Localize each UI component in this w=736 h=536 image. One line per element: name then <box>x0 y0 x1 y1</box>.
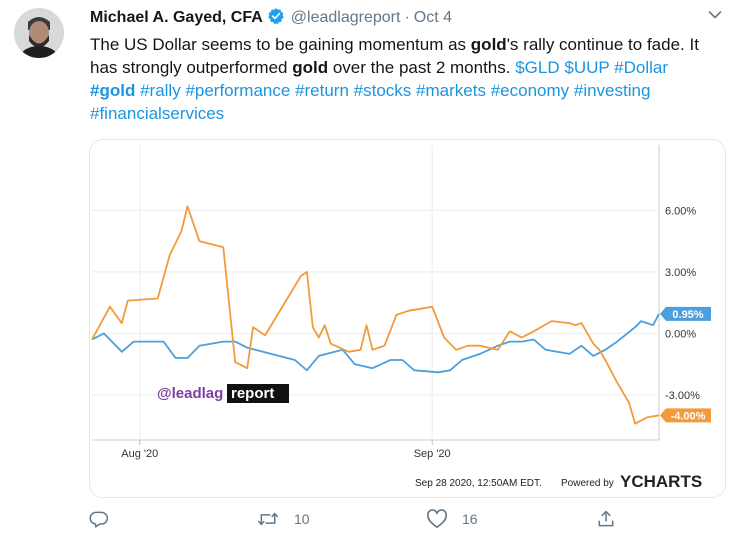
heart-icon <box>426 509 448 528</box>
series-line-0 <box>91 313 660 374</box>
like-button[interactable]: 16 <box>426 507 478 531</box>
avatar[interactable] <box>14 8 64 58</box>
series-end-label-1: -4.00% <box>671 410 706 422</box>
like-count: 16 <box>462 511 478 527</box>
retweet-count: 10 <box>294 511 310 527</box>
chevron-down-icon[interactable] <box>708 10 722 20</box>
y-tick-label: -3.00% <box>665 390 700 402</box>
hashtag-link[interactable]: #financialservices <box>90 104 225 123</box>
x-tick-label: Sep '20 <box>414 448 451 460</box>
series-line-1 <box>91 205 660 425</box>
series-end-tag-1 <box>660 408 711 423</box>
hashtag-link[interactable]: #stocks <box>353 81 412 100</box>
author-name[interactable]: Michael A. Gayed, CFA <box>90 9 263 26</box>
hashtag-link[interactable]: #Dollar <box>614 58 669 77</box>
tweet-header: Michael A. Gayed, CFA @leadlagreport · Oct… <box>90 7 452 29</box>
bold-keyword: gold <box>292 58 329 77</box>
share-icon <box>598 510 614 527</box>
author-handle[interactable]: @leadlagreport <box>290 9 401 26</box>
reply-icon <box>89 511 109 528</box>
chart-footer-powered: Powered by <box>561 478 614 489</box>
reply-button[interactable] <box>89 507 109 531</box>
share-button[interactable] <box>596 507 616 531</box>
y-tick-label: 6.00% <box>665 205 696 217</box>
hashtag-link[interactable]: #rally <box>140 81 181 100</box>
hashtag-link[interactable]: $UUP <box>564 58 610 77</box>
y-tick-label: 0.00% <box>665 328 696 340</box>
tweet-text-run: over the past 2 months. <box>328 58 516 77</box>
tweet-date[interactable]: Oct 4 <box>413 9 452 26</box>
y-tick-label: 3.00% <box>665 267 696 279</box>
watermark-handle: @leadlag <box>157 385 223 402</box>
retweet-icon <box>257 512 279 526</box>
ycharts-logo: YCHARTS <box>620 472 702 491</box>
chart-background <box>90 140 725 497</box>
retweet-button[interactable]: 10 <box>256 507 310 531</box>
hashtag-link[interactable]: #return <box>295 81 349 100</box>
x-tick-label: Aug '20 <box>121 448 158 460</box>
hashtag-link[interactable]: #investing <box>573 81 651 100</box>
avatar-portrait-icon <box>14 8 64 58</box>
hashtag-link[interactable]: $GLD <box>515 58 560 77</box>
tweet-text: The US Dollar seems to be gaining moment… <box>90 33 710 125</box>
chart-footer-timestamp: Sep 28 2020, 12:50AM EDT. <box>415 478 542 489</box>
tweet-text-run: 's rally continue to fade. It has strong… <box>90 35 699 77</box>
watermark-suffix: report <box>231 385 274 402</box>
separator-dot: · <box>404 9 410 26</box>
series-end-tag-0 <box>660 306 711 321</box>
hashtag-link[interactable]: #gold <box>90 81 136 100</box>
hashtag-link[interactable]: #markets <box>416 81 486 100</box>
watermark-box <box>227 384 289 403</box>
tweet-text-run: The US Dollar seems to be gaining moment… <box>90 35 471 54</box>
series-end-label-0: 0.95% <box>672 309 703 321</box>
bold-keyword: gold <box>470 35 507 54</box>
verified-badge-icon <box>268 8 284 25</box>
hashtag-link[interactable]: #performance <box>185 81 291 100</box>
hashtag-link[interactable]: #economy <box>490 81 570 100</box>
ycharts-line-chart: 6.00% 3.00% 0.00% -3.00% Aug '20 Sep '20 @lead… <box>90 140 725 497</box>
chart-card[interactable]: 6.00% 3.00% 0.00% -3.00% Aug '20 Sep '20 @lead… <box>89 139 726 498</box>
tweet-actions: 10 16 <box>0 507 736 533</box>
